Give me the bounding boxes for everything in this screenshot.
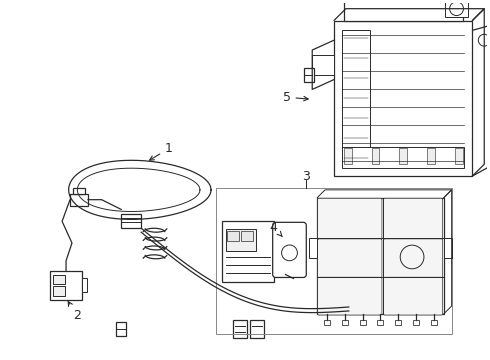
- Bar: [53, 275, 65, 284]
- Bar: [399, 148, 407, 164]
- Text: 1: 1: [149, 142, 173, 160]
- Bar: [70, 194, 88, 206]
- FancyBboxPatch shape: [384, 277, 442, 315]
- FancyBboxPatch shape: [384, 198, 442, 239]
- Bar: [445, 0, 468, 17]
- Bar: [371, 148, 379, 164]
- Bar: [226, 229, 256, 251]
- FancyBboxPatch shape: [318, 198, 382, 239]
- Bar: [455, 148, 463, 164]
- Bar: [344, 0, 463, 21]
- Bar: [122, 215, 141, 228]
- Bar: [342, 30, 369, 166]
- Bar: [216, 188, 452, 334]
- Bar: [73, 188, 85, 194]
- FancyBboxPatch shape: [318, 239, 382, 278]
- FancyBboxPatch shape: [384, 239, 442, 278]
- Bar: [334, 21, 472, 176]
- Text: 3: 3: [302, 170, 310, 183]
- Bar: [395, 320, 401, 325]
- Bar: [227, 231, 239, 241]
- Bar: [342, 147, 465, 168]
- Bar: [222, 221, 274, 282]
- Bar: [50, 271, 82, 300]
- FancyBboxPatch shape: [318, 277, 382, 315]
- Bar: [304, 68, 314, 82]
- Bar: [444, 238, 452, 258]
- Bar: [427, 148, 435, 164]
- Bar: [233, 320, 247, 338]
- Bar: [82, 278, 87, 292]
- Bar: [377, 320, 383, 325]
- Bar: [342, 320, 348, 325]
- Bar: [312, 55, 334, 75]
- Bar: [324, 320, 330, 325]
- Bar: [53, 286, 65, 296]
- Bar: [309, 238, 317, 258]
- Bar: [317, 198, 444, 314]
- Bar: [431, 320, 437, 325]
- Text: 5: 5: [283, 91, 308, 104]
- Bar: [344, 148, 352, 164]
- FancyBboxPatch shape: [272, 222, 306, 278]
- Bar: [250, 320, 264, 338]
- Text: 4: 4: [270, 221, 282, 237]
- Text: 2: 2: [68, 302, 81, 322]
- Bar: [241, 231, 253, 241]
- Bar: [360, 320, 366, 325]
- Bar: [117, 322, 126, 336]
- Bar: [413, 320, 419, 325]
